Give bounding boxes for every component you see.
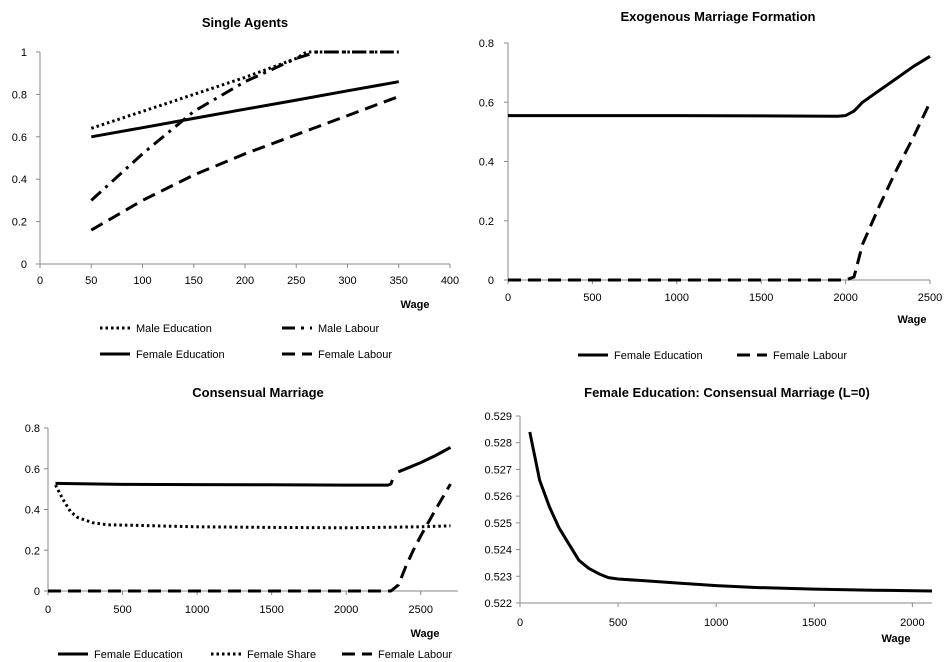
chart-1-legend-label-male-labour: Male Labour — [318, 323, 379, 335]
chart-3-x-tick-label: 500 — [113, 604, 131, 616]
chart-1-y-tick-label: 0.2 — [12, 217, 27, 229]
chart-4-y-tick-label: 0.524 — [484, 545, 512, 557]
chart-4-y-tick-label: 0.527 — [484, 464, 512, 476]
chart-2-title: Exogenous Marriage Formation — [620, 9, 815, 24]
chart-3-y-tick-label: 0 — [34, 586, 40, 598]
chart-1-series-male-labour — [90, 50, 399, 202]
chart-3-x-tick-label: 1500 — [259, 604, 283, 616]
chart-1-x-tick-label: 50 — [85, 275, 97, 287]
chart-3-x-axis-label: Wage — [411, 628, 440, 640]
chart-2-series-female-labour — [508, 101, 932, 282]
chart-1-series-female-labour — [90, 95, 400, 232]
chart-4-series-line — [528, 431, 933, 593]
chart-2-y-tick-label: 0 — [488, 275, 494, 287]
chart-1-title: Single Agents — [202, 15, 288, 30]
chart-1-y-tick-label: 0 — [21, 259, 27, 271]
chart-1-x-tick-label: 150 — [185, 275, 203, 287]
chart-4-y-tick-label: 0.523 — [484, 571, 512, 583]
chart-1-x-tick-label: 250 — [287, 275, 305, 287]
chart-1-legend-label-female-education: Female Education — [136, 349, 225, 361]
chart-2-x-axis-label: Wage — [898, 314, 927, 326]
chart-1-legend-label-female-labour: Female Labour — [318, 349, 392, 361]
chart-2-series-female-education — [508, 55, 931, 118]
chart-3-x-tick-label: 1000 — [185, 604, 209, 616]
chart-3-y-tick-label: 0.8 — [25, 423, 40, 435]
chart-4-y-tick-label: 0.525 — [484, 518, 512, 530]
chart-4-y-tick-label: 0.526 — [484, 491, 512, 503]
chart-3-y-tick-label: 0.6 — [25, 464, 40, 476]
chart-1-x-tick-label: 100 — [133, 275, 151, 287]
chart-3-x-tick-label: 2000 — [334, 604, 358, 616]
chart-4-y-tick-label: 0.528 — [484, 438, 512, 450]
chart-1-y-tick-label: 0.4 — [12, 174, 27, 186]
chart-4-x-tick-label: 1500 — [802, 617, 826, 629]
chart-2-x-tick-label: 500 — [583, 292, 601, 304]
chart-4-y-tick-label: 0.529 — [484, 411, 512, 423]
chart-3-x-tick-label: 2500 — [408, 604, 432, 616]
chart-2-x-tick-label: 2500 — [918, 292, 942, 304]
chart-3-series-female-education — [55, 479, 394, 487]
chart-2-x-tick-label: 2000 — [833, 292, 857, 304]
chart-4-x-tick-label: 500 — [609, 617, 627, 629]
chart-3-series-female-education — [397, 446, 452, 474]
chart-3-x-tick-label: 0 — [45, 604, 51, 616]
chart-4-x-tick-label: 1000 — [704, 617, 728, 629]
chart-1-x-axis-label: Wage — [401, 299, 430, 311]
chart-1-y-tick-label: 1 — [21, 47, 27, 59]
chart-2-x-tick-label: 1500 — [749, 292, 773, 304]
chart-1-y-tick-label: 0.6 — [12, 132, 27, 144]
chart-1-x-tick-label: 200 — [236, 275, 254, 287]
chart-1-x-tick-label: 0 — [37, 275, 43, 287]
chart-3-legend-label-female-education: Female Education — [94, 649, 183, 661]
chart-1-series-female-education — [91, 80, 400, 139]
chart-2-legend-label-female-education: Female Education — [614, 350, 703, 362]
chart-2-x-tick-label: 1000 — [665, 292, 689, 304]
chart-3-series-female-share — [54, 484, 451, 530]
chart-1-series-male-education — [90, 50, 399, 130]
chart-2-legend-label-female-labour: Female Labour — [773, 350, 847, 362]
chart-3-y-tick-label: 0.4 — [25, 505, 40, 517]
chart-2-y-tick-label: 0.4 — [479, 157, 494, 169]
chart-4-title: Female Education: Consensual Marriage (L… — [584, 385, 870, 400]
chart-1-x-tick-label: 350 — [390, 275, 408, 287]
chart-3-legend-label-female-labour: Female Labour — [378, 649, 452, 661]
chart-3-series-female-labour — [48, 483, 452, 593]
chart-4-x-axis-label: Wage — [882, 633, 911, 645]
chart-3-title: Consensual Marriage — [192, 385, 324, 400]
chart-1-x-tick-label: 400 — [441, 275, 459, 287]
chart-1-x-tick-label: 300 — [338, 275, 356, 287]
chart-3-y-tick-label: 0.2 — [25, 545, 40, 557]
chart-2-y-tick-label: 0.8 — [479, 38, 494, 50]
chart-2-y-tick-label: 0.6 — [479, 97, 494, 109]
chart-4-x-tick-label: 0 — [517, 617, 523, 629]
chart-2-x-tick-label: 0 — [505, 292, 511, 304]
chart-1-legend-label-male-education: Male Education — [136, 323, 212, 335]
chart-4-y-tick-label: 0.522 — [484, 598, 512, 610]
chart-1-y-tick-label: 0.8 — [12, 89, 27, 101]
chart-2-y-tick-label: 0.2 — [479, 216, 494, 228]
chart-3-legend-label-female-share: Female Share — [247, 649, 316, 661]
chart-4-x-tick-label: 2000 — [900, 617, 924, 629]
